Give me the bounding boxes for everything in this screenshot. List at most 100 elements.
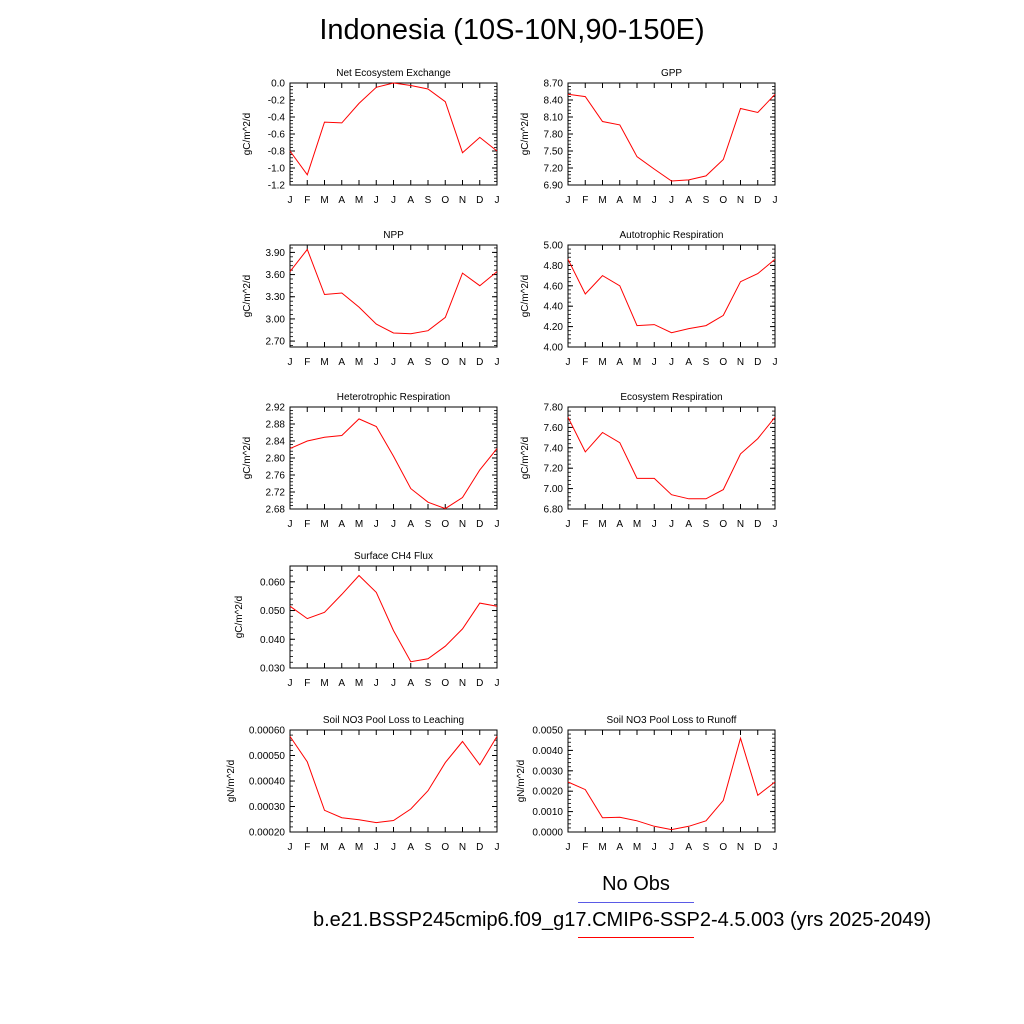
- y-tick-label: 7.20: [544, 464, 564, 475]
- x-tick-label: J: [391, 519, 396, 530]
- y-tick-label: 2.80: [266, 454, 286, 465]
- y-tick-label: -1.2: [268, 181, 286, 192]
- x-tick-label: J: [669, 842, 674, 853]
- x-tick-label: A: [616, 195, 623, 206]
- y-tick-label: 8.70: [544, 79, 564, 90]
- x-tick-label: M: [598, 357, 606, 368]
- x-tick-label: D: [754, 357, 761, 368]
- x-tick-label: J: [374, 519, 379, 530]
- y-tick-label: 0.0010: [532, 807, 563, 818]
- legend-model-label: b.e21.BSSP245cmip6.f09_g17.CMIP6-SSP2-4.…: [313, 909, 932, 931]
- x-tick-label: J: [669, 195, 674, 206]
- x-tick-label: J: [391, 195, 396, 206]
- plot-frame: [289, 244, 498, 348]
- x-tick-label: J: [669, 357, 674, 368]
- x-tick-label: A: [685, 842, 692, 853]
- y-axis-label: gC/m^2/d: [520, 437, 531, 480]
- y-tick-label: -0.2: [268, 96, 286, 107]
- x-tick-label: S: [703, 519, 710, 530]
- x-tick-label: A: [338, 678, 345, 689]
- x-tick-label: S: [425, 519, 432, 530]
- panel-title: Net Ecosystem Exchange: [336, 68, 451, 79]
- x-tick-label: J: [773, 842, 778, 853]
- y-tick-label: 0.00030: [249, 802, 286, 813]
- x-tick-label: J: [391, 678, 396, 689]
- y-tick-label: 5.00: [544, 241, 564, 252]
- x-tick-label: O: [719, 842, 727, 853]
- x-tick-label: A: [616, 357, 623, 368]
- x-tick-label: F: [304, 195, 310, 206]
- x-tick-label: N: [459, 357, 466, 368]
- y-tick-label: 4.80: [544, 261, 564, 272]
- plot-frame: [289, 729, 498, 833]
- x-tick-label: J: [374, 842, 379, 853]
- x-tick-label: F: [304, 357, 310, 368]
- x-tick-label: S: [425, 357, 432, 368]
- x-tick-label: M: [320, 842, 328, 853]
- y-tick-label: 0.0020: [532, 787, 563, 798]
- y-tick-label: 2.70: [266, 337, 286, 348]
- x-tick-label: J: [652, 519, 657, 530]
- x-tick-label: A: [407, 842, 414, 853]
- y-tick-label: 8.40: [544, 96, 564, 107]
- x-tick-label: J: [374, 357, 379, 368]
- y-tick-label: 0.0030: [532, 766, 563, 777]
- series-line: [289, 248, 498, 335]
- x-tick-label: M: [355, 678, 363, 689]
- y-tick-label: 4.40: [544, 302, 564, 313]
- x-tick-label: J: [566, 519, 571, 530]
- y-axis-label: gN/m^2/d: [516, 760, 527, 803]
- x-tick-label: J: [288, 519, 293, 530]
- x-tick-label: F: [304, 842, 310, 853]
- x-tick-label: D: [754, 519, 761, 530]
- x-tick-label: M: [320, 519, 328, 530]
- x-tick-label: N: [737, 357, 744, 368]
- x-tick-label: O: [441, 842, 449, 853]
- series-line: [289, 574, 498, 663]
- x-tick-label: O: [719, 357, 727, 368]
- x-tick-label: N: [459, 195, 466, 206]
- x-tick-label: J: [652, 842, 657, 853]
- x-tick-label: J: [566, 357, 571, 368]
- y-tick-label: 0.00020: [249, 828, 286, 839]
- x-tick-label: F: [304, 519, 310, 530]
- x-tick-label: S: [703, 357, 710, 368]
- x-tick-label: N: [459, 678, 466, 689]
- y-tick-label: 6.90: [544, 181, 564, 192]
- x-tick-label: M: [633, 519, 641, 530]
- panel-title: Soil NO3 Pool Loss to Leaching: [323, 715, 464, 726]
- x-tick-label: A: [407, 678, 414, 689]
- y-tick-label: 0.00040: [249, 777, 286, 788]
- plot-frame: [289, 565, 498, 669]
- x-tick-label: N: [459, 519, 466, 530]
- x-tick-label: J: [391, 357, 396, 368]
- y-axis-label: gC/m^2/d: [242, 275, 253, 318]
- y-axis-label: gC/m^2/d: [234, 596, 245, 639]
- x-tick-label: M: [598, 842, 606, 853]
- x-tick-label: M: [633, 357, 641, 368]
- y-tick-label: 2.92: [266, 403, 286, 414]
- x-tick-label: S: [703, 842, 710, 853]
- x-tick-label: J: [652, 357, 657, 368]
- x-tick-label: M: [598, 519, 606, 530]
- x-tick-label: J: [495, 195, 500, 206]
- series-line: [289, 736, 498, 824]
- panel-title: Heterotrophic Respiration: [337, 392, 450, 403]
- x-tick-label: A: [616, 842, 623, 853]
- x-tick-label: A: [407, 519, 414, 530]
- x-tick-label: D: [476, 678, 483, 689]
- y-tick-label: -0.4: [268, 113, 286, 124]
- x-tick-label: S: [425, 195, 432, 206]
- x-tick-label: O: [719, 195, 727, 206]
- x-tick-label: J: [669, 519, 674, 530]
- series-line: [289, 82, 498, 176]
- x-tick-label: J: [495, 678, 500, 689]
- x-tick-label: O: [441, 519, 449, 530]
- x-tick-label: J: [374, 678, 379, 689]
- series-line: [567, 93, 776, 182]
- y-tick-label: 3.30: [266, 292, 286, 303]
- x-tick-label: M: [355, 842, 363, 853]
